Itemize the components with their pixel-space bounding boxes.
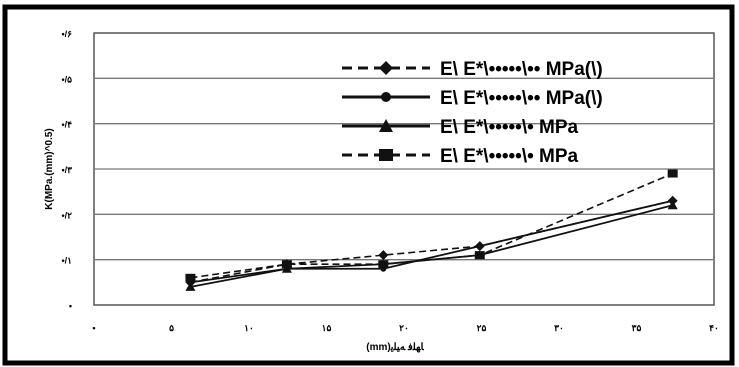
data-point [379,149,393,161]
y-tick-label: •/۵ [62,74,73,84]
legend-label: E\ E*\•••••\• MPa [440,146,579,167]
y-tick-label: •/۳ [62,165,73,175]
series-lines [185,169,678,291]
data-point [381,92,391,102]
y-axis-label: K(MPa.(mm)^0.5) [44,128,55,209]
legend-label: E\ E*\•••••\• MPa [440,117,579,138]
y-tick-labels: • •/۱ •/۲ •/۳ •/۴ •/۵ •/۶ [62,29,73,311]
x-tick-label: • [92,323,95,333]
x-tick-labels: • ۵ ۱۰ ۱۵ ۲۰ ۲۵ ۳۰ ۳۵ ۴۰ [92,323,718,333]
x-tick-label: ۲۵ [477,323,487,333]
data-point [667,169,678,178]
x-tick-label: ۲۰ [399,323,409,333]
x-axis-label: (mm)ﺎﻬﻠﻓ ﻪﻴﻠﻳ [366,342,424,353]
y-tick-label: • [69,301,72,311]
data-point [378,250,389,261]
data-point [185,281,196,291]
x-tick-label: ۱۰ [244,323,254,333]
x-tick-label: ۳۰ [554,323,564,333]
x-tick-label: ۳۵ [632,323,642,333]
legend-label: E\ E*\•••••\•• MPa(\) [440,59,603,80]
data-point [281,263,292,273]
x-tick-label: ۱۵ [322,323,332,333]
data-point [379,61,393,75]
y-tick-label: •/۲ [62,210,73,220]
data-point [474,251,485,260]
x-tick-label: ۵ [169,323,174,333]
data-point [379,119,393,132]
data-point [667,200,678,210]
y-tick-label: •/۴ [62,120,73,130]
data-point [476,243,483,250]
y-tick-label: •/۱ [62,256,73,266]
legend: E\ E*\•••••\•• MPa(\) E\ E*\•••••\•• MPa(… [342,59,603,167]
data-point [281,260,292,269]
data-point [185,273,196,282]
x-tick-label: ۴۰ [709,323,719,333]
y-tick-label: •/۶ [62,29,73,39]
legend-label: E\ E*\•••••\•• MPa(\) [440,88,603,109]
data-point [378,260,389,269]
gridlines [94,77,714,261]
